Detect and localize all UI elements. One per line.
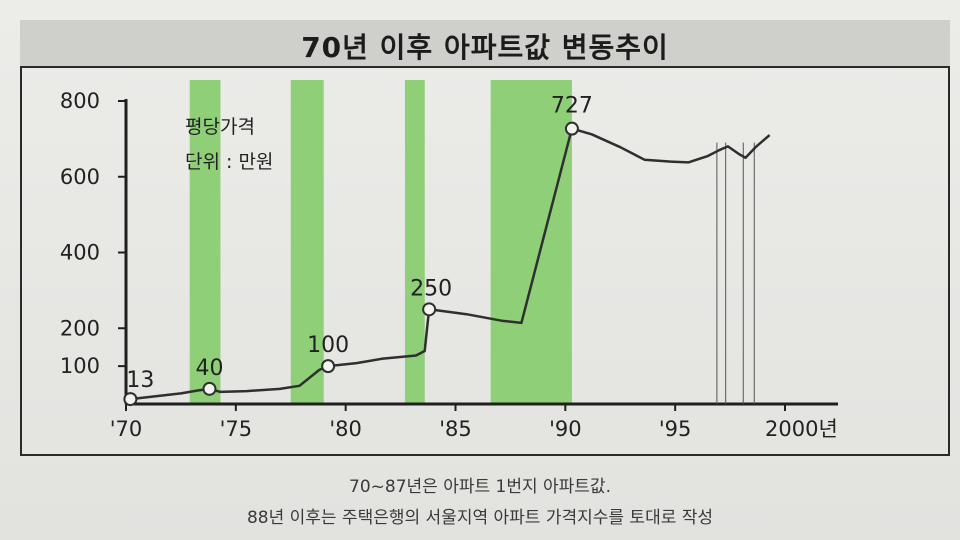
caption-source-note-2: 88년 이후는 주택은행의 서울지역 아파트 가격지수를 토대로 작성: [246, 508, 714, 528]
legend-note-unit: 단위 : 만원: [185, 151, 273, 173]
y-tick-label: 200: [60, 316, 100, 340]
data-point-marker: [422, 302, 437, 317]
x-tick-label: 2000년: [765, 417, 838, 441]
axes: 100 200 400 600 800 '70 '75 '80 '85 '90 '95 2000년: [60, 89, 838, 441]
shaded-period-3: [404, 80, 425, 404]
x-tick-label: '70: [110, 417, 143, 441]
data-label: 40: [195, 356, 223, 381]
y-tick-label: 800: [60, 89, 100, 113]
data-label: 13: [126, 368, 154, 393]
shaded-periods: [189, 80, 572, 404]
chart-title: 70년 이후 아파트값 변동추이: [301, 31, 669, 64]
series-line: [130, 127, 771, 401]
legend-note: 평당가격 단위 : 만원: [185, 116, 273, 173]
y-tick-label: 100: [60, 354, 100, 378]
y-tick-label: 400: [60, 241, 100, 265]
data-label: 727: [551, 94, 593, 119]
data-point-marker: [321, 359, 336, 374]
line-chart: 100 200 400 600 800 '70 '75 '80 '85 '90 '95 2000년 1…: [60, 80, 838, 441]
x-tick-label: '80: [329, 417, 362, 441]
shaded-period-2: [290, 80, 324, 404]
data-point-marker: [123, 392, 138, 407]
x-tick-label: '95: [659, 417, 692, 441]
data-label: 100: [307, 333, 349, 358]
data-labels: 13 40 100 250 727: [126, 94, 593, 393]
y-tick-label: 600: [60, 165, 100, 189]
chart-title-bar: 70년 이후 아파트값 변동추이: [20, 20, 950, 68]
shaded-period-1: [189, 80, 221, 404]
caption-source-note-1: 70~87년은 아파트 1번지 아파트값.: [349, 477, 611, 497]
series-line-layer: [123, 121, 771, 407]
x-tick-label: '85: [439, 417, 472, 441]
data-label: 250: [410, 276, 452, 301]
shaded-period-4: [490, 80, 572, 404]
data-point-marker: [564, 121, 579, 136]
x-tick-label: '90: [549, 417, 582, 441]
data-point-marker: [202, 381, 217, 396]
x-tick-label: '75: [220, 417, 253, 441]
legend-note-price: 평당가격: [185, 116, 255, 138]
chart-frame: [20, 66, 950, 456]
